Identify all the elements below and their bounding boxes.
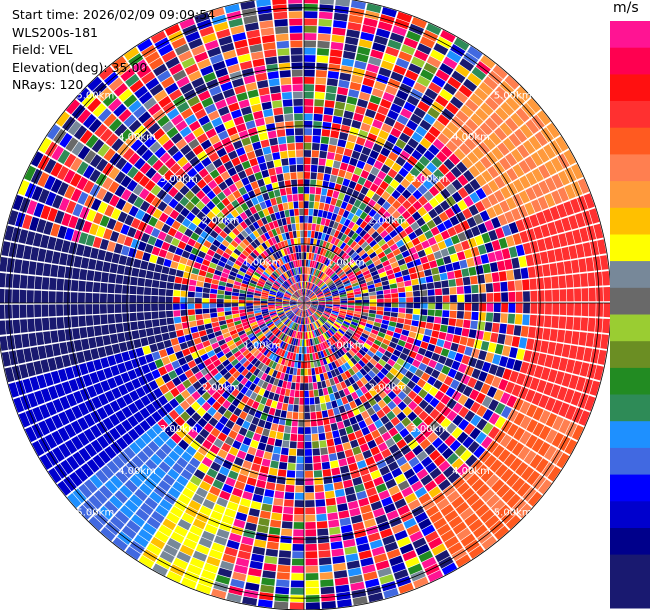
colorbar-swatch <box>610 501 650 529</box>
ring-label: 2.00km <box>369 383 407 394</box>
colorbar-swatch <box>610 261 650 289</box>
ring-label: 1.00km <box>243 257 281 268</box>
ring-label: 5.00km <box>76 90 114 101</box>
ring-label: 5.00km <box>76 508 114 519</box>
ring-label: 5.00km <box>494 508 532 519</box>
ring-label: 3.00km <box>160 174 198 185</box>
colorbar-swatch <box>610 341 650 369</box>
colorbar-swatch <box>610 314 650 342</box>
colorbar-swatch <box>610 154 650 182</box>
ring-label: 2.00km <box>202 383 240 394</box>
colorbar-swatch <box>610 421 650 449</box>
ring-label: 4.00km <box>452 132 490 143</box>
ring-label: 4.00km <box>118 466 156 477</box>
scan-info: Start time: 2026/02/09 09:09:54 WLS200s-… <box>12 6 215 94</box>
colorbar-swatch <box>610 554 650 582</box>
colorbar-swatch <box>610 287 650 315</box>
colorbar-swatch <box>610 127 650 155</box>
field-text: Field: VEL <box>12 42 73 58</box>
ring-label: 3.00km <box>410 424 448 435</box>
colorbar-swatch <box>610 394 650 422</box>
colorbar-swatch <box>610 47 650 75</box>
colorbar-swatch <box>610 528 650 556</box>
ring-labels: 1.00km 1.00km 1.00km 1.00km 2.00km 2.00km 2.00… <box>76 90 531 518</box>
elevation-text: Elevation(deg): 35.00 <box>12 59 148 75</box>
ring-label: 1.00km <box>327 341 365 352</box>
colorbar-swatch <box>610 581 650 609</box>
colorbar-swatch <box>610 101 650 129</box>
colorbar-swatch <box>610 181 650 209</box>
ring-label: 4.00km <box>452 466 490 477</box>
colorbar-swatch <box>610 447 650 476</box>
colorbar-swatch <box>610 474 650 502</box>
ring-label: 2.00km <box>202 216 240 227</box>
colorbar-swatch <box>610 234 650 262</box>
colorbar-swatch <box>610 207 650 235</box>
ring-label: 3.00km <box>160 424 198 435</box>
ring-label: 4.00km <box>118 132 156 143</box>
colorbar-swatch <box>610 74 650 102</box>
ring-label: 5.00km <box>494 90 532 101</box>
ring-label: 1.00km <box>243 341 281 352</box>
start-time-text: Start time: 2026/02/09 09:09:54 <box>12 7 216 22</box>
colorbar-swatch <box>610 367 650 396</box>
instrument-name: WLS200s-181 <box>12 24 98 40</box>
nrays-text: NRays: 120 <box>12 77 84 93</box>
ring-label: 3.00km <box>410 174 448 185</box>
colorbar <box>610 21 650 609</box>
ring-label: 1.00km <box>327 257 365 268</box>
colorbar-swatch <box>610 21 650 49</box>
ring-label: 2.00km <box>369 216 407 227</box>
colorbar-unit: m/s <box>613 0 639 16</box>
